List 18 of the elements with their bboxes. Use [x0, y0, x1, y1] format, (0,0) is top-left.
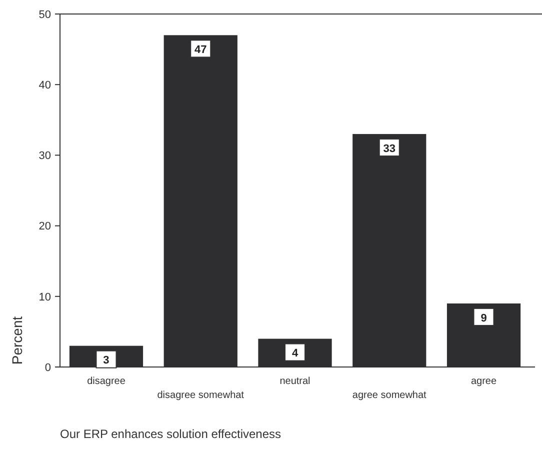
y-tick-label: 40 — [38, 79, 51, 92]
data-label: 33 — [383, 142, 396, 155]
data-label: 4 — [292, 348, 299, 360]
x-axis-title: Our ERP enhances solution effectiveness — [60, 427, 282, 441]
x-tick-label: disagree somewhat — [157, 390, 244, 401]
y-tick-label: 20 — [38, 220, 51, 233]
x-tick-label: disagree — [87, 376, 126, 387]
y-axis-title: Percent — [9, 316, 25, 365]
data-label: 3 — [103, 354, 110, 367]
data-label: 9 — [480, 312, 487, 324]
x-tick-label: agree somewhat — [352, 390, 427, 401]
y-tick-label: 10 — [38, 291, 51, 304]
y-tick-label: 0 — [44, 362, 51, 374]
y-tick-label: 30 — [38, 150, 51, 162]
x-tick-label: neutral — [280, 376, 310, 387]
data-label: 47 — [194, 44, 207, 56]
y-tick-label: 50 — [38, 8, 51, 21]
x-tick-label: agree — [470, 376, 497, 387]
